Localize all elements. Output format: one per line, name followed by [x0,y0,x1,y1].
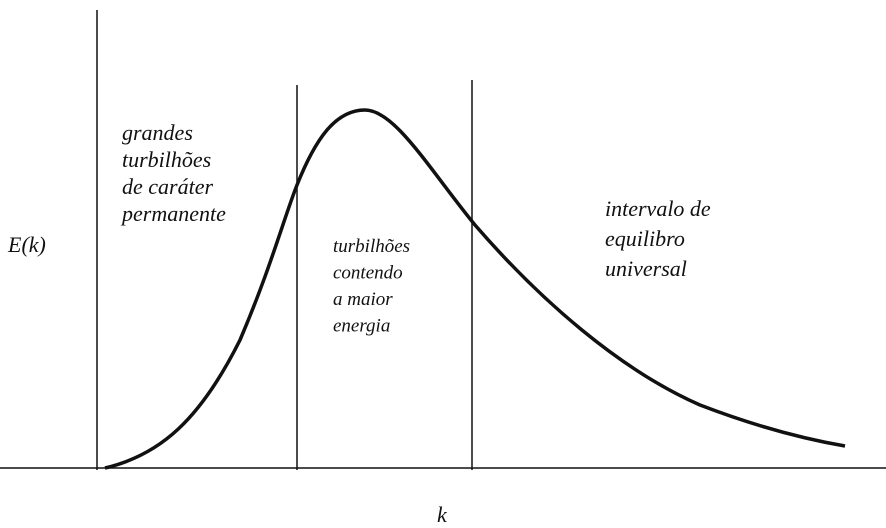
region-label: a maior [333,289,393,310]
region-label: turbilhões [122,147,211,172]
energy-curve [104,108,846,470]
axes [0,10,886,470]
region-label: permanente [120,201,226,226]
region-label: equilibro [605,226,685,251]
region-label: intervalo de [605,196,711,221]
x-axis-label: k [437,502,448,527]
region-label: energia [333,316,390,337]
region-label: contendo [333,263,403,284]
region-label: de caráter [122,174,213,199]
y-axis-label: E(k) [7,232,46,257]
region-label: grandes [122,120,193,145]
region-label: turbilhões [333,236,410,257]
region-label: universal [605,256,687,281]
